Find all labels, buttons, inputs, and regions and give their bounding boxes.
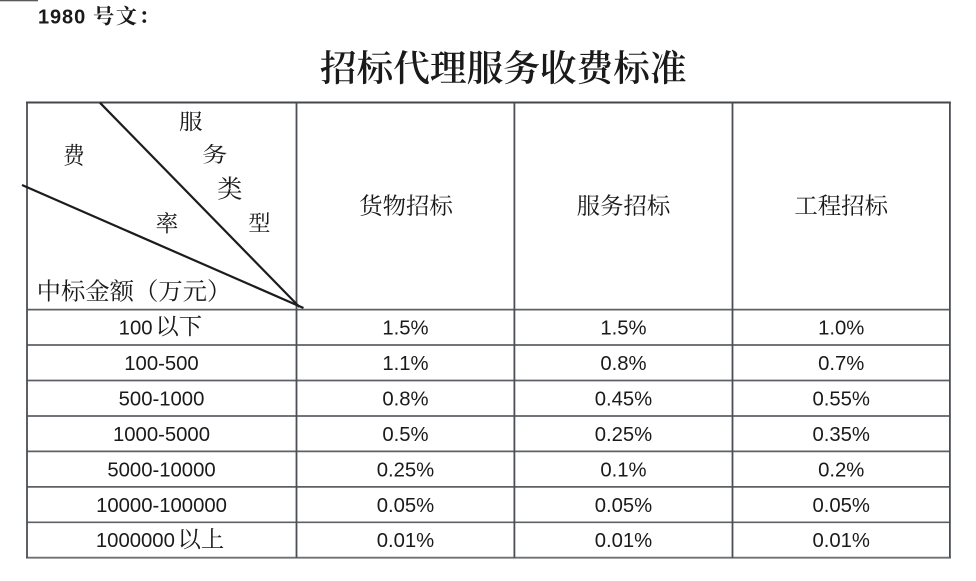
svg-text:0.55%: 0.55% [812, 388, 870, 410]
svg-text:0.7%: 0.7% [818, 353, 864, 375]
svg-text:1.5%: 1.5% [600, 318, 646, 340]
svg-text:500-1000: 500-1000 [119, 388, 205, 410]
svg-text:0.01%: 0.01% [377, 530, 435, 552]
svg-text:0.01%: 0.01% [812, 530, 870, 552]
svg-text:1980: 1980 [38, 6, 86, 28]
svg-text:0.2%: 0.2% [818, 459, 864, 481]
svg-text:0.1%: 0.1% [600, 459, 646, 481]
svg-text:0.8%: 0.8% [382, 388, 428, 410]
svg-text:1000000: 1000000 [96, 530, 175, 552]
svg-text:1.0%: 1.0% [818, 318, 864, 340]
svg-text:0.8%: 0.8% [600, 353, 646, 375]
svg-text:0.05%: 0.05% [377, 495, 435, 517]
svg-text:5000-10000: 5000-10000 [107, 459, 215, 481]
svg-text:0.5%: 0.5% [382, 424, 428, 446]
svg-text:0.35%: 0.35% [812, 424, 870, 446]
svg-text:0.25%: 0.25% [595, 424, 653, 446]
svg-text:100: 100 [119, 318, 153, 340]
svg-text:0.05%: 0.05% [812, 495, 870, 517]
svg-text:0.05%: 0.05% [595, 495, 653, 517]
svg-text:0.25%: 0.25% [377, 459, 435, 481]
svg-text:0.01%: 0.01% [595, 530, 653, 552]
svg-text:1000-5000: 1000-5000 [113, 424, 210, 446]
svg-text:100-500: 100-500 [124, 353, 198, 375]
svg-text:10000-100000: 10000-100000 [96, 495, 227, 517]
svg-text:1.1%: 1.1% [382, 353, 428, 375]
svg-text:1.5%: 1.5% [382, 318, 428, 340]
svg-text:0.45%: 0.45% [595, 388, 653, 410]
